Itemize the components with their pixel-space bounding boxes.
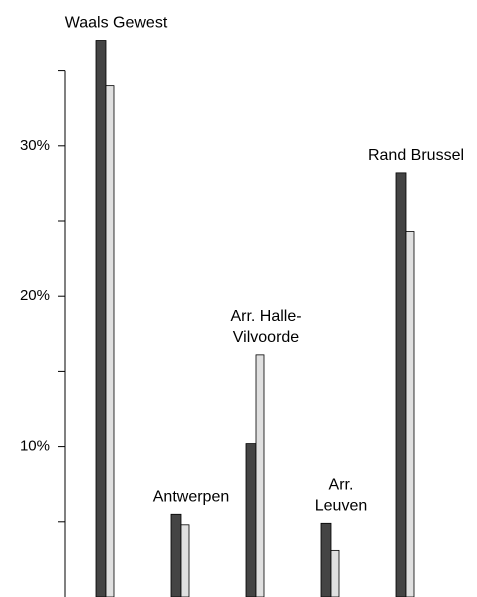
category-label: Rand Brussel <box>368 147 464 164</box>
category-label: Arr. Halle- <box>230 308 301 325</box>
bar <box>95 40 107 597</box>
bar <box>245 443 257 597</box>
y-tick-label: 20% <box>20 287 50 304</box>
y-tick-label: 30% <box>20 137 50 154</box>
category-label: Antwerpen <box>153 488 230 505</box>
bar <box>180 524 190 597</box>
y-tick-label: 10% <box>20 438 50 455</box>
category-label: Waals Gewest <box>65 15 168 32</box>
category-label: Leuven <box>315 498 368 515</box>
bar <box>320 522 332 597</box>
bar <box>405 231 415 597</box>
category-label: Arr. <box>329 477 354 494</box>
bar <box>330 549 340 597</box>
category-label: Vilvoorde <box>233 329 300 346</box>
bar <box>170 513 182 597</box>
bar <box>255 354 265 597</box>
bar <box>395 172 407 597</box>
bar <box>105 85 115 597</box>
